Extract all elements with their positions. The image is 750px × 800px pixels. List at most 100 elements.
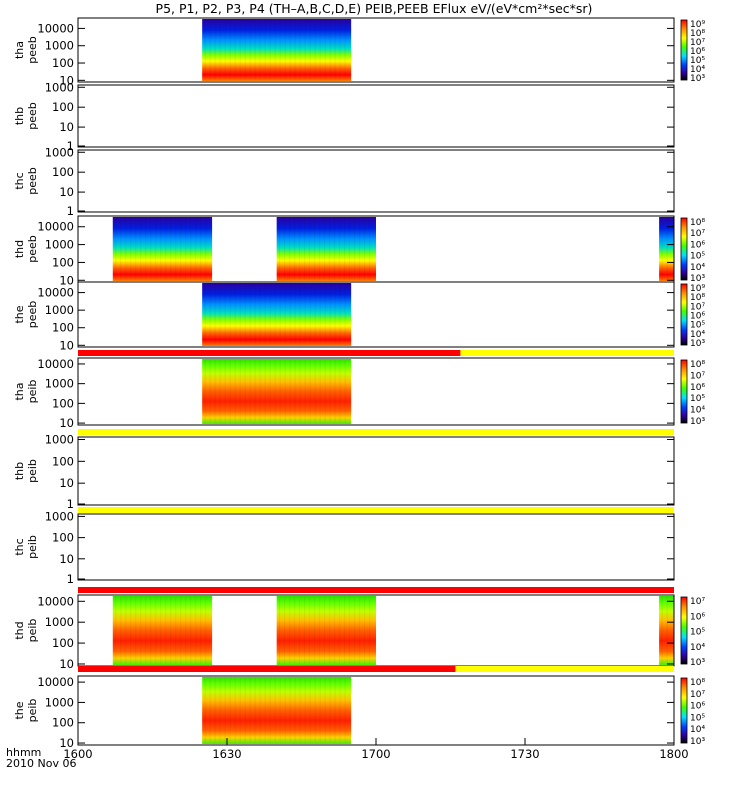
colorbar-label: 10⁴ [690, 643, 705, 653]
colorbar-label: 10⁴ [690, 263, 705, 273]
colorbar-label: 10⁵ [690, 713, 705, 723]
colorbar-label: 10⁸ [690, 218, 705, 228]
y-axis-label: peib [26, 459, 39, 483]
panel-frame [77, 436, 675, 506]
y-tick-label: 10000 [37, 286, 74, 300]
y-axis-label: the [13, 305, 26, 323]
y-axis-label: peeb [26, 102, 39, 130]
mode-bars-group [78, 350, 674, 672]
y-tick-label: 1000 [45, 39, 74, 53]
colorbar-label: 10⁴ [690, 725, 705, 735]
mode-bar-segment [455, 666, 674, 672]
x-tick-label: 1630 [212, 747, 241, 761]
y-tick-label: 10 [59, 120, 74, 134]
y-axis-label: thc [13, 172, 26, 189]
x-tick-label: 1800 [659, 747, 688, 761]
y-tick-label: 1000 [45, 80, 74, 94]
y-axis-label: peib [26, 380, 39, 404]
colorbar-label: 10⁵ [690, 252, 705, 262]
y-tick-label: 100 [52, 636, 74, 650]
y-tick-label: 10 [59, 73, 74, 87]
y-tick-label: 10 [59, 185, 74, 199]
spectrogram-block [276, 596, 376, 665]
y-tick-label: 10 [59, 657, 74, 671]
colorbar [680, 19, 688, 81]
spectrogram-block [276, 217, 376, 281]
mode-bar-segment [460, 350, 674, 356]
panel-thd-peib: 10 100 1000 10000 thd peib 10³ 10⁴ 10⁵ 10⁶ 10⁷ [13, 594, 705, 671]
y-tick-label: 1 [67, 497, 74, 511]
colorbar-label: 10⁹ [690, 284, 705, 294]
y-axis-label: tha [13, 382, 26, 400]
y-axis-label: thd [13, 240, 26, 258]
y-tick-label: 1000 [45, 509, 74, 523]
y-tick-label: 1000 [45, 432, 74, 446]
y-tick-label: 100 [52, 56, 74, 70]
y-tick-label: 1 [67, 139, 74, 153]
colorbar-label: 10⁸ [690, 678, 705, 688]
y-tick-label: 10 [59, 552, 74, 566]
panel-thb-peeb: 1 10 100 1000 thb peeb [13, 80, 675, 153]
y-axis-label: thc [13, 538, 26, 555]
y-axis-label: peib [26, 535, 39, 559]
hhmm-label: hhmm [6, 746, 41, 759]
mode-bar-segment [78, 666, 456, 672]
colorbar [680, 359, 688, 424]
y-tick-label: 100 [52, 396, 74, 410]
panel-tha-peeb: 10 100 1000 10000 tha peeb 10³10⁴10⁵10⁶10⁷10⁸1… [13, 17, 705, 87]
colorbar-label: 10⁵ [690, 321, 705, 331]
colorbar-label: 10⁷ [690, 302, 705, 312]
colorbar-label: 10⁸ [690, 360, 705, 370]
spectrogram-block [659, 217, 674, 281]
colorbar [680, 217, 688, 281]
colorbar-label: 10⁶ [690, 240, 705, 250]
y-tick-label: 1000 [45, 145, 74, 159]
spectrogram-block [202, 677, 352, 744]
colorbar-label: 10⁵ [690, 394, 705, 404]
y-tick-label: 1000 [45, 695, 74, 709]
panel-frame [77, 17, 675, 83]
colorbar-label: 10⁷ [690, 597, 705, 607]
x-tick-label: 1700 [361, 747, 390, 761]
colorbar-label: 10⁷ [690, 690, 705, 700]
y-tick-label: 1000 [45, 615, 74, 629]
colorbar [680, 596, 688, 665]
y-tick-label: 10 [59, 476, 74, 490]
figure-title: P5, P1, P2, P3, P4 (TH–A,B,C,D,E) PEIB,P… [156, 1, 593, 16]
y-tick-label: 100 [52, 454, 74, 468]
colorbar-label: 10³ [690, 274, 705, 284]
colorbar-label: 10⁴ [690, 406, 705, 416]
spectrogram-block [112, 596, 213, 665]
spectrogram-block [202, 283, 352, 346]
y-tick-label: 100 [52, 255, 74, 269]
y-axis-label: peeb [26, 36, 39, 64]
colorbar-label: 10⁶ [690, 702, 705, 712]
colorbar-label: 10⁶ [690, 47, 705, 57]
panel-frame [77, 281, 675, 348]
y-tick-label: 100 [52, 321, 74, 335]
x-tick-label: 1730 [510, 747, 539, 761]
y-axis-label: peeb [26, 301, 39, 329]
spectrogram-block [202, 19, 352, 81]
colorbar-label: 10³ [690, 737, 705, 747]
mode-bar-segment [78, 350, 461, 356]
mode-bar-segment [78, 587, 674, 593]
colorbar [680, 283, 688, 346]
y-tick-label: 1 [67, 204, 74, 218]
colorbar-label: 10⁸ [690, 29, 705, 39]
panel-frame [77, 84, 675, 148]
colorbar-label: 10⁴ [690, 65, 705, 75]
spectrogram-block [202, 359, 352, 424]
colorbar-label: 10⁶ [690, 612, 705, 622]
y-tick-label: 10000 [37, 21, 74, 35]
colorbar-label: 10³ [690, 74, 705, 84]
mode-bar-segment [78, 507, 674, 513]
colorbar-label: 10⁷ [690, 371, 705, 381]
y-tick-label: 100 [52, 165, 74, 179]
panel-thc-peib: 1 10 100 1000 thc peib [13, 509, 675, 586]
